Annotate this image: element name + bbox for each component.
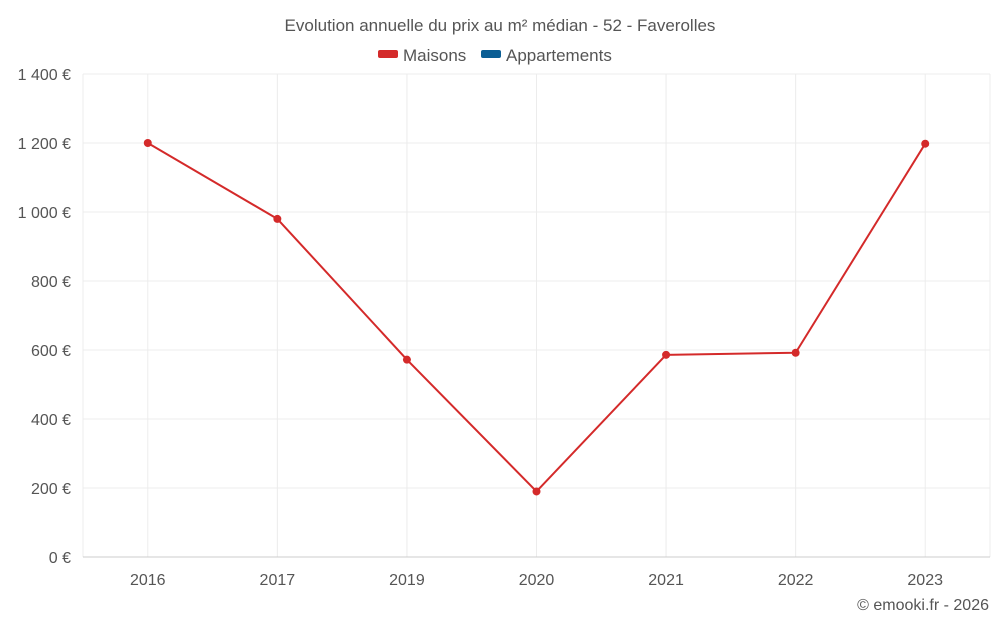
x-tick-label: 2016: [130, 572, 166, 589]
data-point-maisons-2021[interactable]: [662, 350, 671, 359]
data-point-maisons-2023[interactable]: [921, 139, 930, 148]
credit-text: © emooki.fr - 2026: [857, 597, 989, 614]
y-tick-label: 1 200 €: [18, 136, 71, 153]
x-gridlines: [82, 74, 991, 557]
data-point-maisons-2022[interactable]: [791, 348, 800, 357]
legend-label-appartements: Appartements: [506, 46, 612, 65]
x-tick-label: 2021: [648, 572, 684, 589]
data-point-maisons-2017[interactable]: [273, 214, 282, 223]
data-point-maisons-2020[interactable]: [532, 487, 541, 496]
y-tick-label: 200 €: [31, 481, 71, 498]
x-tick-label: 2017: [260, 572, 296, 589]
x-tick-label: 2019: [389, 572, 425, 589]
legend-swatch-maisons: [378, 50, 398, 58]
x-tick-label: 2022: [778, 572, 814, 589]
y-tick-label: 1 400 €: [18, 67, 71, 84]
y-axis-labels: 0 € 200 € 400 € 600 € 800 € 1 000 € 1 200 € 1 4…: [18, 67, 71, 567]
x-tick-label: 2020: [519, 572, 555, 589]
series-maisons: [143, 139, 930, 496]
y-tick-label: 600 €: [31, 343, 71, 360]
y-tick-label: 1 000 €: [18, 205, 71, 222]
chart-title: Evolution annuelle du prix au m² médian …: [285, 16, 716, 35]
data-point-maisons-2019[interactable]: [402, 355, 411, 364]
legend: Maisons Appartements: [378, 46, 612, 65]
legend-label-maisons: Maisons: [403, 46, 466, 65]
legend-item-maisons[interactable]: Maisons: [378, 46, 466, 65]
y-tick-label: 400 €: [31, 412, 71, 429]
x-axis-labels: 2016 2017 2019 2020 2021 2022 2023: [130, 572, 943, 589]
legend-item-appartements[interactable]: Appartements: [481, 46, 612, 65]
y-tick-label: 0 €: [49, 550, 71, 567]
legend-swatch-appartements: [481, 50, 501, 58]
x-tick-label: 2023: [907, 572, 943, 589]
data-point-maisons-2016[interactable]: [143, 139, 152, 147]
y-tick-label: 800 €: [31, 274, 71, 291]
